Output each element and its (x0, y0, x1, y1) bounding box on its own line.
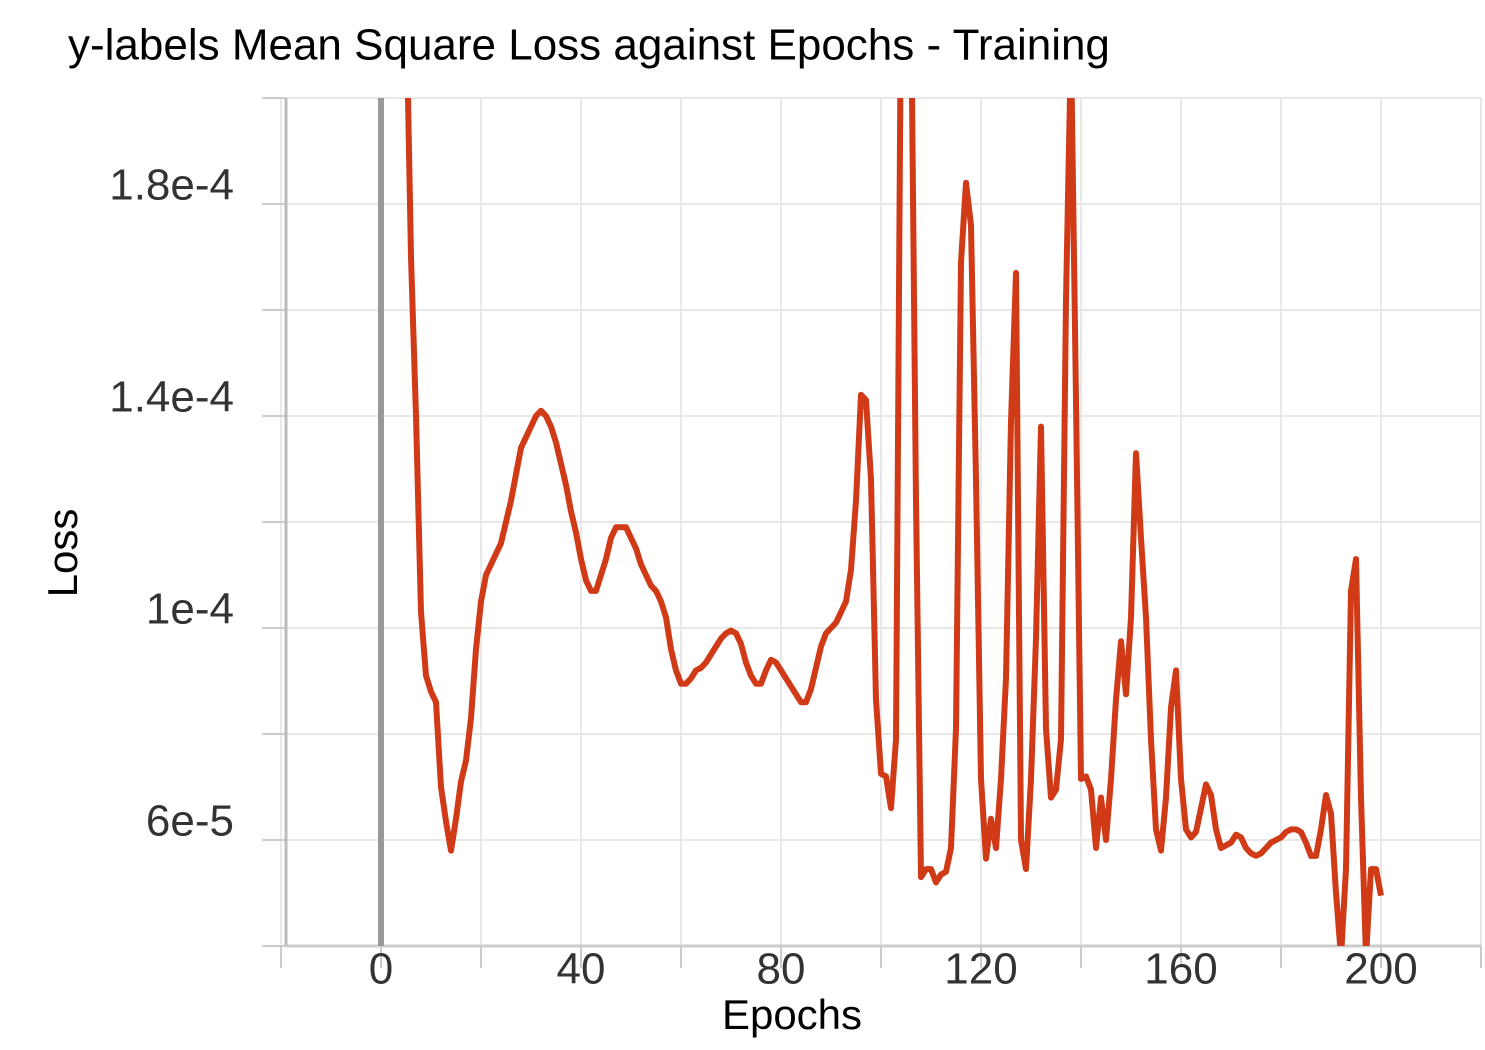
y-tick-label: 1.8e-4 (109, 161, 234, 210)
x-tick-label: 0 (369, 945, 393, 994)
y-tick-label: 6e-5 (146, 797, 234, 846)
x-tick-label: 120 (944, 945, 1017, 994)
x-tick-label: 160 (1144, 945, 1217, 994)
x-tick-label: 200 (1344, 945, 1417, 994)
x-tick-label: 80 (757, 945, 806, 994)
loss-line (404, 98, 1384, 946)
y-axis-label: Loss (39, 509, 86, 598)
x-axis-label: Epochs (722, 991, 862, 1038)
x-tick-label: 40 (557, 945, 606, 994)
chart-title: y-labels Mean Square Loss against Epochs… (68, 21, 1110, 70)
plot-area (404, 98, 1384, 946)
y-tick-label: 1e-4 (146, 585, 234, 634)
y-tick-label: 1.4e-4 (109, 373, 234, 422)
